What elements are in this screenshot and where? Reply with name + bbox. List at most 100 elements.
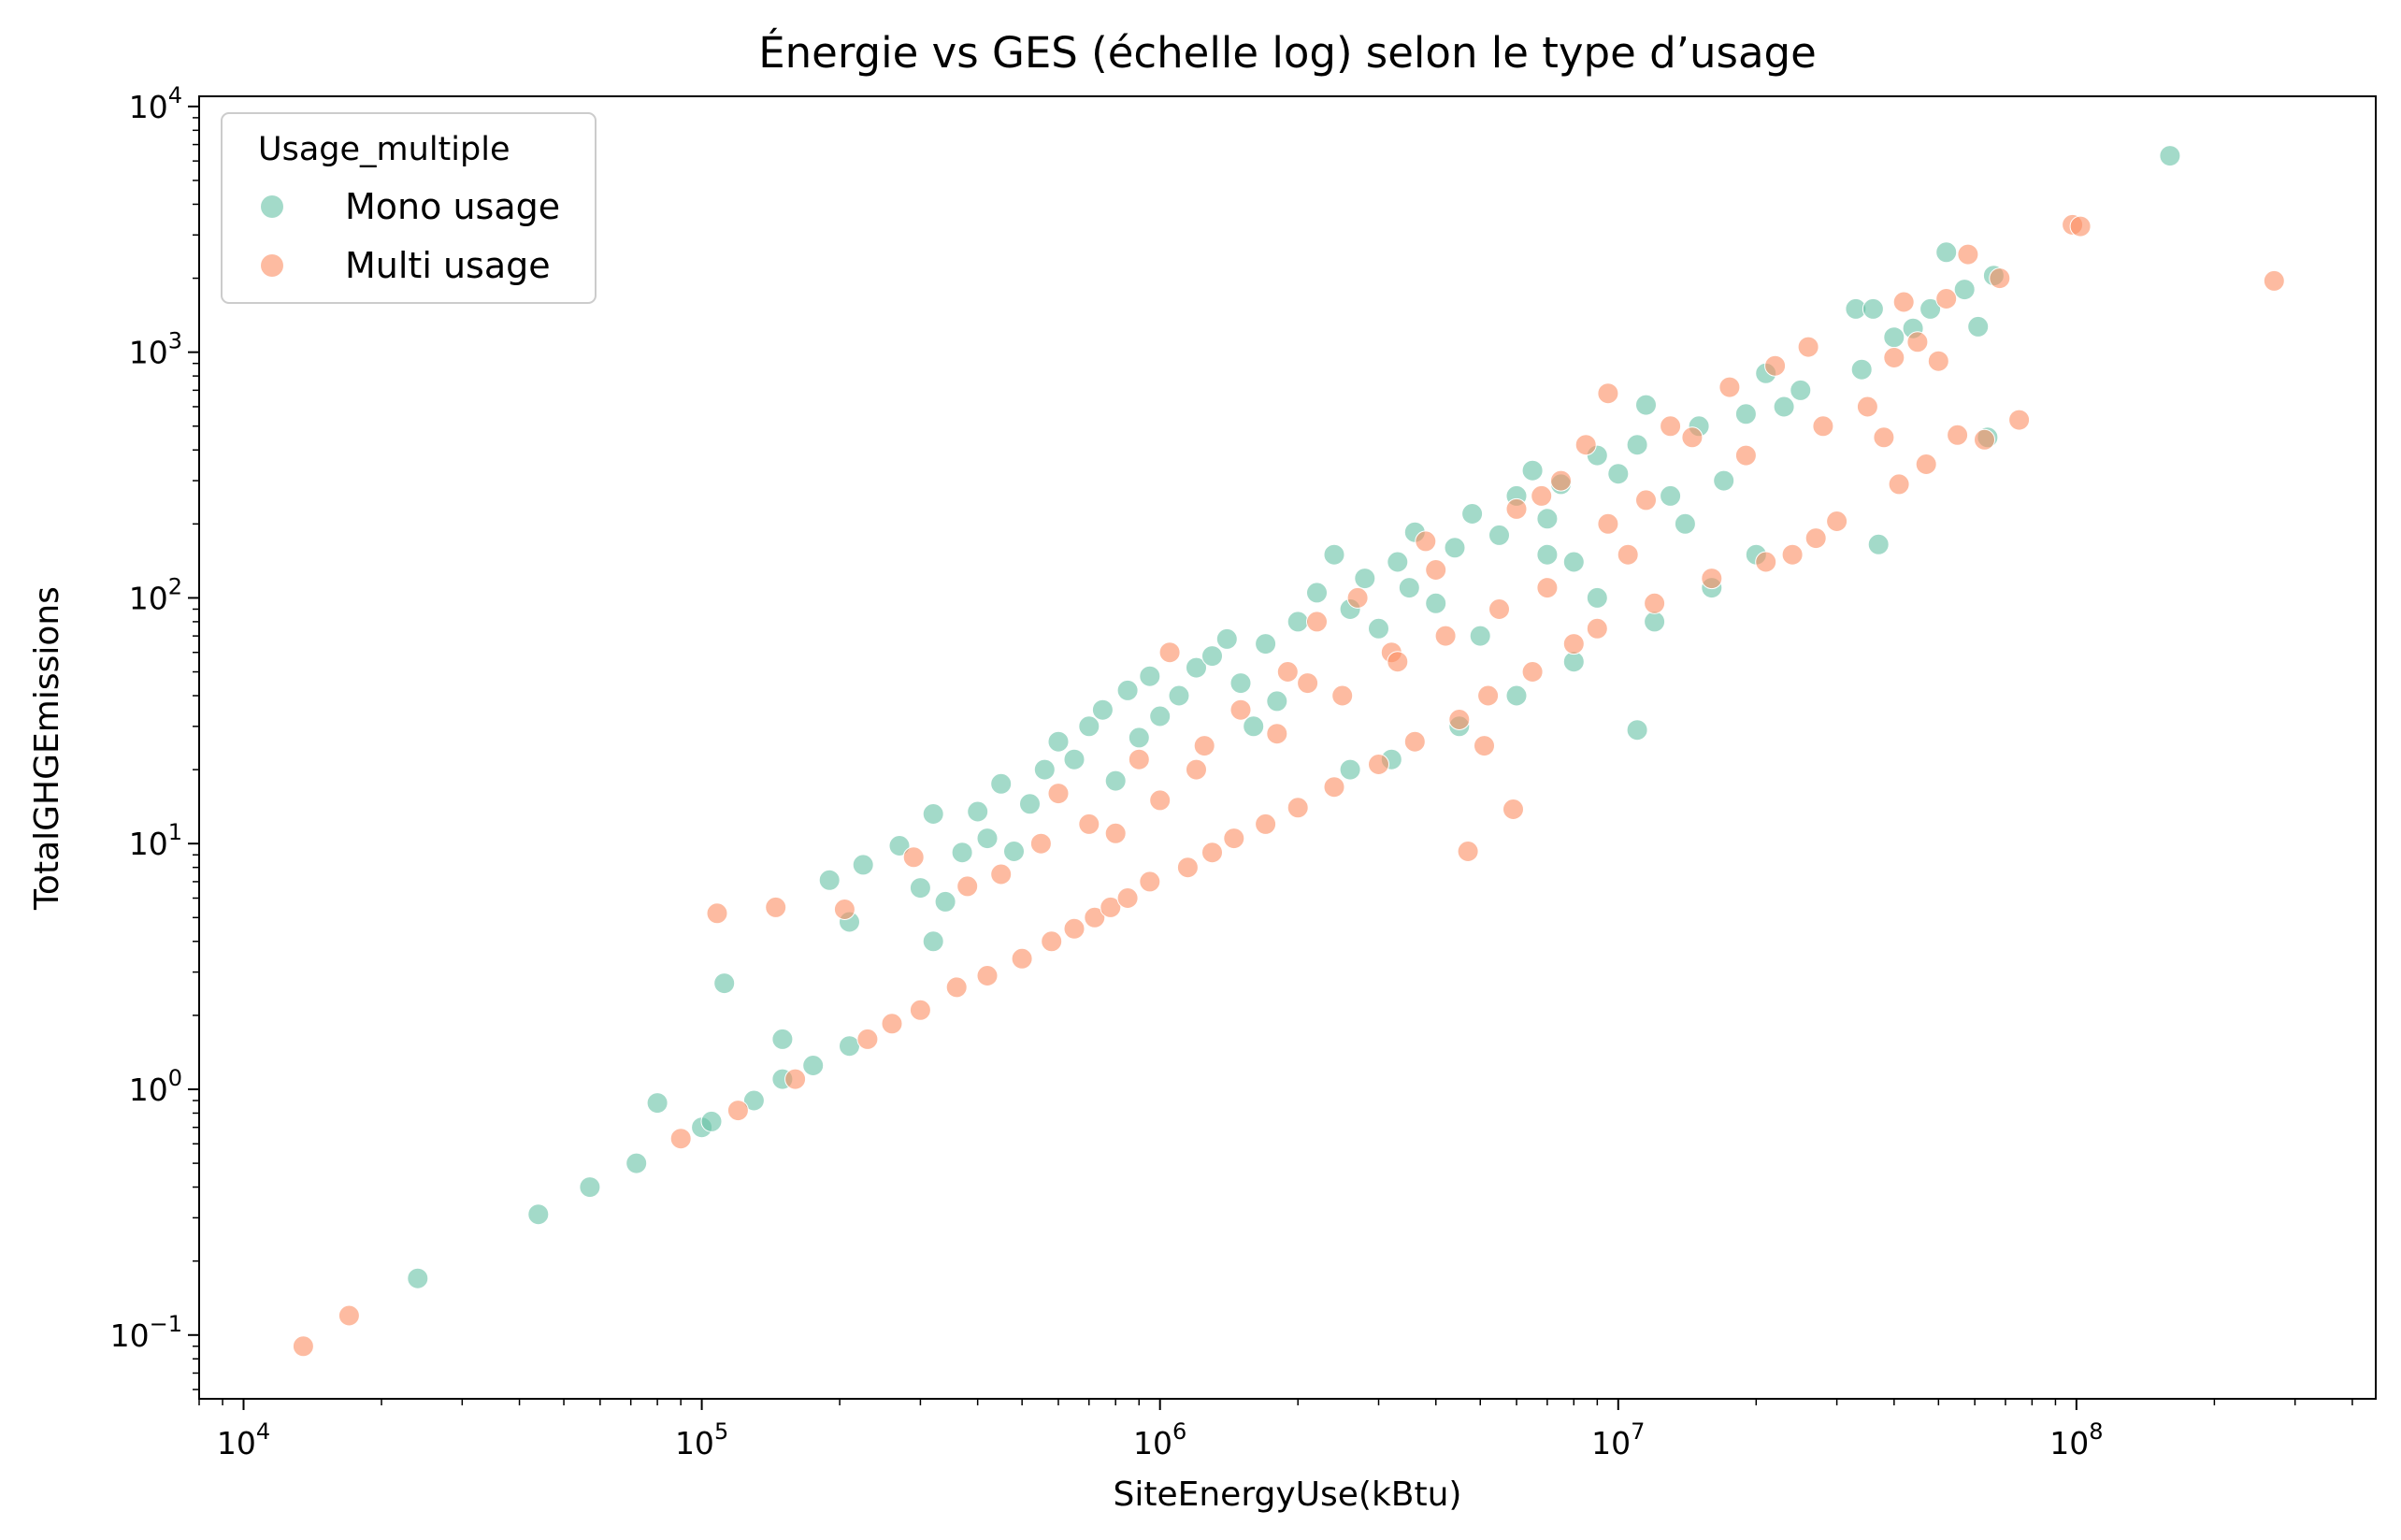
- data-point-mono-57: [1521, 459, 1544, 482]
- data-point-mono-65: [1660, 484, 1682, 507]
- data-point-multi-65: [1797, 336, 1819, 358]
- data-point-multi-48: [1505, 497, 1528, 520]
- x-tick-label: 107: [1591, 1418, 1645, 1461]
- data-point-mono-96: [1536, 543, 1559, 566]
- data-point-multi-54: [1597, 382, 1619, 405]
- data-point-multi-88: [1434, 625, 1457, 647]
- data-point-mono-73: [1850, 358, 1873, 381]
- data-point-mono-79: [1935, 241, 1958, 264]
- data-point-multi-53: [1586, 617, 1608, 640]
- data-point-multi-81: [1989, 267, 2011, 290]
- data-point-multi-42: [1425, 559, 1447, 581]
- data-point-multi-59: [1701, 568, 1723, 590]
- data-point-multi-70: [1873, 426, 1895, 449]
- data-point-multi-21: [1084, 906, 1106, 928]
- data-point-mono-39: [1201, 645, 1223, 668]
- data-point-multi-82: [2008, 409, 2031, 431]
- data-point-multi-89: [1488, 598, 1510, 620]
- legend-marker-mono-usage: [261, 195, 283, 218]
- data-point-mono-49: [1368, 617, 1389, 640]
- data-point-multi-63: [1764, 354, 1787, 377]
- data-point-mono-98: [1674, 512, 1696, 535]
- data-point-mono-62: [1607, 463, 1630, 485]
- data-point-multi-19: [1063, 917, 1085, 940]
- data-point-mono-24: [990, 772, 1013, 795]
- data-point-multi-12: [945, 976, 968, 999]
- data-point-mono-19: [922, 803, 944, 825]
- data-point-multi-5: [765, 896, 787, 918]
- data-point-multi-22: [1100, 896, 1122, 918]
- data-point-multi-0: [292, 1335, 314, 1358]
- data-point-multi-27: [1158, 641, 1181, 664]
- data-point-multi-25: [1139, 871, 1161, 893]
- x-tick-label: 106: [1133, 1418, 1186, 1461]
- data-point-multi-64: [1781, 543, 1804, 566]
- data-point-mono-17: [909, 877, 931, 900]
- data-point-mono-78: [1919, 297, 1942, 320]
- data-point-mono-52: [1425, 592, 1447, 614]
- data-point-mono-15: [852, 854, 874, 876]
- data-point-multi-80: [1974, 428, 1995, 451]
- data-point-multi-13: [956, 875, 979, 898]
- data-point-multi-73: [1892, 291, 1915, 313]
- points-layer: [292, 145, 2285, 1358]
- y-axis-label: TotalGHGEmissions: [28, 586, 66, 911]
- data-point-mono-34: [1128, 727, 1150, 749]
- data-point-multi-38: [1346, 586, 1369, 609]
- data-point-multi-4: [706, 902, 728, 925]
- data-point-multi-67: [1812, 415, 1834, 438]
- data-point-multi-92: [1635, 489, 1657, 511]
- y-tick-label: 101: [129, 819, 182, 862]
- y-axis: 10−1 100 101 102 103 104: [110, 82, 199, 1390]
- y-tick-label: 102: [129, 573, 182, 616]
- data-point-multi-8: [856, 1028, 879, 1050]
- data-point-multi-56: [1644, 592, 1666, 614]
- data-point-mono-38: [1186, 656, 1207, 679]
- data-point-multi-91: [1597, 512, 1619, 535]
- data-point-mono-55: [1488, 524, 1510, 546]
- data-point-multi-14: [976, 965, 999, 986]
- data-point-multi-44: [1457, 841, 1479, 862]
- data-point-mono-23: [976, 828, 999, 850]
- data-point-multi-57: [1660, 415, 1682, 438]
- data-point-mono-46: [1323, 543, 1345, 566]
- data-point-multi-36: [1306, 611, 1328, 633]
- data-point-multi-6: [833, 899, 855, 920]
- data-point-mono-99: [1243, 715, 1265, 738]
- data-point-multi-10: [902, 846, 925, 869]
- x-axis: 104 105 106 107 108: [198, 1399, 2353, 1461]
- data-point-mono-48: [1354, 568, 1376, 590]
- legend-title: Usage_multiple: [258, 131, 510, 168]
- data-point-mono-30: [1078, 715, 1100, 738]
- data-point-mono-26: [1019, 793, 1041, 815]
- y-tick-label: 104: [129, 82, 182, 125]
- legend-box: [221, 112, 597, 304]
- data-point-multi-72: [1888, 473, 1910, 496]
- chart-title: Énergie vs GES (échelle log) selon le ty…: [758, 28, 1817, 78]
- data-point-mono-68: [1734, 403, 1757, 425]
- data-point-mono-80: [1953, 279, 1976, 301]
- data-point-multi-86: [1331, 684, 1354, 707]
- data-point-multi-41: [1403, 730, 1426, 753]
- y-tick-label: 103: [129, 328, 182, 371]
- data-point-multi-43: [1448, 709, 1471, 730]
- data-point-mono-91: [1644, 611, 1666, 633]
- data-point-mono-12: [771, 1028, 794, 1050]
- data-point-multi-61: [1734, 444, 1757, 467]
- data-point-multi-35: [1287, 797, 1309, 819]
- data-point-multi-34: [1276, 661, 1299, 683]
- data-point-mono-76: [1883, 326, 1905, 349]
- data-point-mono-4: [646, 1092, 669, 1115]
- data-point-multi-26: [1149, 789, 1172, 812]
- data-point-mono-33: [1116, 679, 1139, 701]
- data-point-mono-44: [1287, 611, 1309, 633]
- data-point-mono-32: [1104, 770, 1127, 792]
- data-point-multi-94: [1266, 723, 1288, 745]
- data-point-multi-58: [1681, 426, 1704, 449]
- data-point-multi-23: [1116, 887, 1139, 909]
- data-point-mono-41: [1229, 672, 1252, 695]
- data-point-mono-36: [1149, 705, 1172, 727]
- data-point-multi-7: [784, 1068, 807, 1090]
- data-point-multi-68: [1826, 511, 1848, 532]
- data-point-multi-46: [1477, 684, 1500, 707]
